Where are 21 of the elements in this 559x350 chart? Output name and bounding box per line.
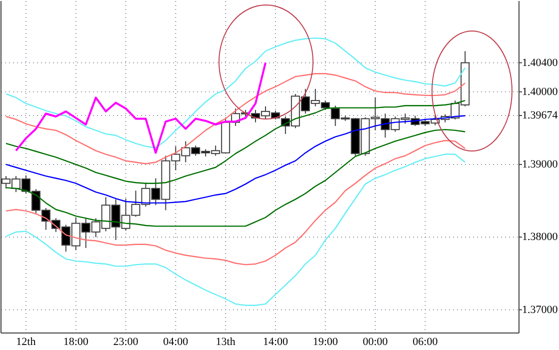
y-tick-label: 1.39000	[522, 158, 558, 170]
y-tick-label: 1.40000	[522, 86, 558, 98]
line-series	[5, 154, 466, 306]
x-tick-label: 14:00	[262, 336, 288, 348]
x-tick-label: 06:00	[412, 336, 438, 348]
line-series	[5, 37, 466, 148]
y-tick-label: 1.37000	[522, 304, 558, 316]
y-tick-label: 1.40400	[522, 56, 558, 69]
x-tick-label: 18:00	[63, 336, 89, 348]
x-tick-label: 04:00	[163, 336, 189, 348]
x-tick-label: 00:00	[362, 336, 388, 348]
x-tick-label: 12th	[16, 336, 36, 348]
line-series	[5, 140, 466, 266]
line-series	[5, 73, 466, 164]
y-tick-label: 1.38000	[522, 231, 558, 244]
line-series	[14, 62, 266, 154]
x-tick-label: 13th	[216, 336, 236, 348]
line-series	[5, 100, 466, 184]
x-tick-label: 23:00	[113, 336, 139, 348]
y-tick-label: 1.39674	[522, 109, 558, 122]
x-tick-label: 19:00	[312, 336, 338, 348]
